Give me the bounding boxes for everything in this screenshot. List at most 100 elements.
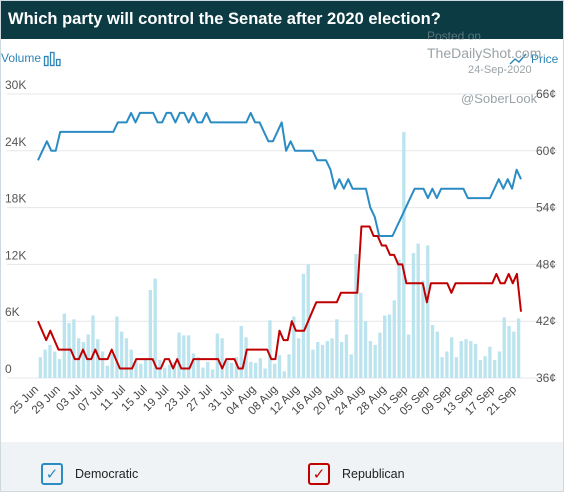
volume-bar bbox=[454, 357, 459, 378]
watermark-posted-on: Posted on bbox=[427, 29, 482, 43]
volume-bar bbox=[201, 367, 205, 378]
watermark-site: TheDailyShot.com bbox=[427, 45, 542, 61]
watermark-handle: @SoberLook bbox=[461, 91, 538, 106]
volume-bar bbox=[402, 131, 406, 378]
volume-bar bbox=[387, 314, 392, 378]
volume-bar bbox=[512, 331, 516, 378]
volume-bar bbox=[292, 316, 296, 378]
volume-bar bbox=[215, 333, 220, 378]
volume-bar bbox=[287, 354, 291, 378]
volume-axis-label: Volume bbox=[1, 51, 42, 65]
volume-bar bbox=[273, 363, 277, 378]
volume-bar bbox=[344, 334, 349, 378]
volume-bar bbox=[249, 361, 253, 378]
volume-bar bbox=[426, 245, 430, 378]
volume-bar bbox=[129, 349, 133, 378]
volume-bar bbox=[483, 356, 487, 378]
volume-bar bbox=[516, 318, 521, 378]
volume-bar bbox=[139, 363, 143, 378]
republican-line bbox=[37, 225, 522, 370]
volume-bar bbox=[191, 353, 196, 378]
volume-bar bbox=[430, 324, 435, 378]
volume-bar bbox=[282, 371, 286, 378]
price-axis-label: Price bbox=[531, 52, 559, 66]
volume-bar bbox=[316, 342, 320, 378]
volume-bar bbox=[502, 317, 506, 378]
y-left-tick-label: 6K bbox=[5, 305, 20, 319]
volume-bar bbox=[406, 334, 411, 378]
volume-bar bbox=[72, 319, 76, 378]
volume-bar bbox=[81, 342, 86, 378]
volume-bar bbox=[167, 364, 172, 378]
volume-bar bbox=[440, 357, 444, 378]
volume-bar bbox=[368, 341, 373, 378]
volume-bar bbox=[148, 289, 153, 378]
y-left-tick-label: 30K bbox=[5, 78, 26, 92]
volume-bar bbox=[196, 357, 200, 378]
volume-bar bbox=[416, 243, 420, 378]
legend-band bbox=[1, 442, 563, 491]
y-right-tick-label: 42¢ bbox=[536, 314, 556, 328]
volume-bar bbox=[263, 368, 267, 378]
volume-bar bbox=[383, 315, 387, 378]
volume-bar bbox=[507, 325, 511, 378]
volume-bar bbox=[96, 339, 100, 378]
volume-bar bbox=[445, 351, 449, 378]
volume-bar bbox=[421, 280, 425, 378]
volume-bar bbox=[234, 357, 239, 378]
volume-bar bbox=[163, 367, 167, 378]
volume-bar bbox=[373, 344, 377, 378]
volume-bar bbox=[449, 337, 454, 378]
volume-bar bbox=[153, 278, 157, 378]
volume-bar bbox=[378, 332, 382, 378]
volume-bar bbox=[359, 292, 363, 378]
volume-bar bbox=[225, 360, 229, 378]
volume-bar bbox=[43, 349, 47, 378]
volume-bar bbox=[459, 341, 463, 378]
volume-bar bbox=[120, 331, 124, 378]
volume-bar bbox=[105, 365, 110, 378]
democratic-check-icon[interactable]: ✓ bbox=[41, 463, 63, 485]
republican-check-icon[interactable]: ✓ bbox=[308, 463, 330, 485]
volume-bar bbox=[411, 253, 416, 378]
legend-republican[interactable]: ✓ Republican bbox=[308, 461, 405, 487]
volume-bar bbox=[478, 360, 483, 378]
volume-bar bbox=[354, 253, 358, 378]
volume-bar bbox=[330, 338, 334, 378]
volume-bar bbox=[38, 357, 43, 378]
legend-democratic-label: Democratic bbox=[75, 467, 139, 481]
volume-bar bbox=[57, 359, 62, 378]
y-left-tick-label: 0 bbox=[5, 362, 12, 376]
volume-bar bbox=[392, 300, 396, 378]
volume-bar bbox=[53, 351, 57, 378]
volume-bar bbox=[230, 362, 234, 378]
volume-bar bbox=[469, 341, 473, 378]
volume-bar bbox=[258, 358, 263, 378]
chart-title: Which party will control the Senate afte… bbox=[8, 10, 441, 28]
volume-bar bbox=[320, 344, 325, 378]
volume-bar bbox=[268, 320, 272, 378]
volume-bar bbox=[143, 358, 148, 378]
volume-bar bbox=[325, 341, 329, 378]
volume-bar bbox=[186, 335, 191, 378]
y-right-tick-label: 66¢ bbox=[536, 87, 556, 101]
volume-bar bbox=[182, 335, 186, 378]
legend-democratic[interactable]: ✓ Democratic bbox=[41, 461, 138, 487]
y-right-tick-label: 36¢ bbox=[536, 371, 556, 385]
volume-bar bbox=[110, 354, 114, 378]
y-right-tick-label: 54¢ bbox=[536, 201, 556, 215]
volume-bar bbox=[497, 351, 502, 378]
volume-bar bbox=[124, 338, 129, 378]
volume-bar bbox=[210, 369, 215, 378]
volume-bar bbox=[296, 338, 301, 378]
volume-bar bbox=[473, 343, 478, 378]
volume-bar bbox=[115, 316, 119, 378]
volume-bar bbox=[253, 362, 258, 378]
legend-republican-label: Republican bbox=[342, 467, 405, 481]
volume-bar bbox=[488, 346, 492, 378]
volume-bar bbox=[311, 349, 315, 378]
volume-bar bbox=[435, 331, 439, 378]
volume-bar bbox=[62, 313, 66, 378]
